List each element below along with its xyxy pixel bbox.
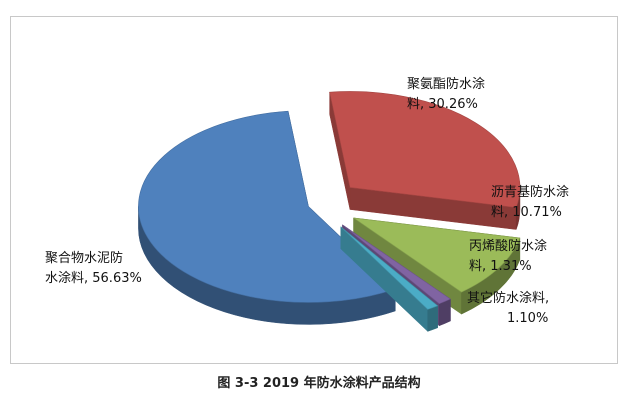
slice-polyurethane xyxy=(329,91,521,230)
pie-chart xyxy=(138,91,521,332)
label-acrylic-line1: 丙烯酸防水涂 xyxy=(469,239,548,254)
label-polymer-cement-line1: 聚合物水泥防 xyxy=(45,251,124,266)
slice-other xyxy=(340,226,439,332)
slice-other-top xyxy=(340,226,439,310)
label-polyurethane: 聚氨酯防水涂 料, 30.26% xyxy=(407,75,485,115)
label-acrylic: 丙烯酸防水涂 料, 1.31% xyxy=(469,237,547,277)
label-polyurethane-line2: 料, 30.26% xyxy=(407,97,478,112)
label-asphalt-line1: 沥青基防水涂 xyxy=(491,185,570,200)
slice-other-side-0 xyxy=(427,305,438,332)
label-asphalt-line2: 料, 10.71% xyxy=(491,205,562,220)
label-other: 其它防水涂料, 1.10% xyxy=(467,289,549,329)
slice-acrylic-top xyxy=(342,224,452,305)
slice-polymer-cement-top xyxy=(138,110,396,303)
label-other-line1: 其它防水涂料, xyxy=(467,291,550,306)
label-polymer-cement: 聚合物水泥防 水涂料, 56.63% xyxy=(45,249,142,289)
label-asphalt: 沥青基防水涂 料, 10.71% xyxy=(491,183,569,223)
chart-frame: 聚氨酯防水涂 料, 30.26% 沥青基防水涂 料, 10.71% 丙烯酸防水涂… xyxy=(10,16,618,364)
label-polyurethane-line1: 聚氨酯防水涂 xyxy=(407,77,486,92)
figure-caption: 图 3-3 2019 年防水涂料产品结构 xyxy=(217,376,421,391)
label-other-line2: 1.10% xyxy=(507,311,549,326)
label-polymer-cement-line2: 水涂料, 56.63% xyxy=(45,271,142,286)
label-acrylic-line2: 料, 1.31% xyxy=(469,259,532,274)
slice-polyurethane-top xyxy=(329,91,521,208)
slice-asphalt-top xyxy=(353,217,521,293)
